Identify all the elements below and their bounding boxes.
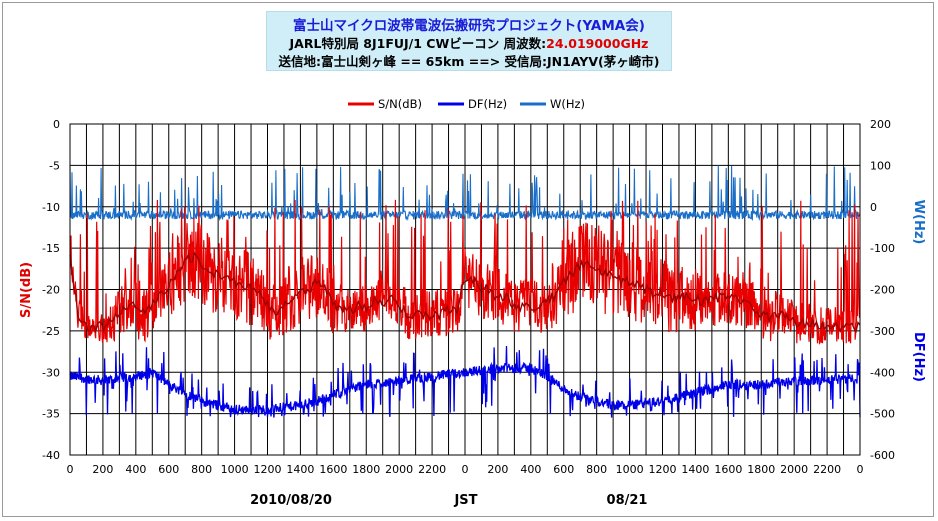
y-left-tick-label: -10 <box>42 201 60 214</box>
x-tick-label: 2000 <box>385 463 413 476</box>
x-tick-label: 1800 <box>352 463 380 476</box>
x-tick-label: 1200 <box>649 463 677 476</box>
x-tick-label: 200 <box>487 463 508 476</box>
y-right-tick-label: 100 <box>870 159 891 172</box>
y-right-tick-label: -500 <box>870 408 895 421</box>
date-label-day2: 08/21 <box>607 493 648 508</box>
y-left-axis-label: S/N(dB) <box>19 262 34 318</box>
y-right-tick-label: -400 <box>870 366 895 379</box>
chart-subtitle-beacon: JARL特別局 8J1FUJ/1 CWビーコン 周波数:24.019000GHz <box>267 33 671 52</box>
y-right-tick-label: -300 <box>870 325 895 338</box>
x-tick-label: 2000 <box>780 463 808 476</box>
x-tick-label: 2200 <box>418 463 446 476</box>
x-tick-label: 0 <box>857 463 864 476</box>
date-label-day1: 2010/08/20 <box>250 493 332 508</box>
y-left-tick-label: -40 <box>42 449 60 462</box>
y-left-tick-label: -5 <box>49 159 60 172</box>
y-right-tick-label: 0 <box>870 201 877 214</box>
y-right-bottom-axis-label: DF(Hz) <box>911 332 926 382</box>
legend-item-label: W(Hz) <box>550 97 585 111</box>
x-tick-label: 1400 <box>681 463 709 476</box>
x-tick-label: 0 <box>462 463 469 476</box>
y-right-tick-label: -200 <box>870 284 895 297</box>
x-axis-unit-label: JST <box>453 493 477 508</box>
x-tick-label: 1600 <box>714 463 742 476</box>
y-right-tick-label: 200 <box>870 118 891 131</box>
chart-subtitle-path: 送信地:富士山剣ヶ峰 == 65km ==> 受信局:JN1AYV(茅ヶ崎市) <box>278 54 660 69</box>
x-tick-label: 1200 <box>254 463 282 476</box>
y-left-tick-label: 0 <box>53 118 60 131</box>
beacon-label: JARL特別局 8J1FUJ/1 CWビーコン 周波数: <box>289 36 547 51</box>
y-left-tick-label: -25 <box>42 325 60 338</box>
x-tick-label: 1000 <box>616 463 644 476</box>
series-line-w <box>69 165 861 222</box>
x-tick-label: 800 <box>191 463 212 476</box>
x-tick-label: 2200 <box>813 463 841 476</box>
legend-item-label: DF(Hz) <box>468 97 507 111</box>
x-tick-label: 1000 <box>221 463 249 476</box>
y-left-tick-label: -30 <box>42 366 60 379</box>
series-line-df <box>69 345 861 418</box>
x-tick-label: 400 <box>125 463 146 476</box>
x-tick-label: 1800 <box>747 463 775 476</box>
chart-title-box: 富士山マイクロ波帯電波伝搬研究プロジェクト(YAMA会) JARL特別局 8J1… <box>266 11 672 71</box>
x-tick-label: 0 <box>67 463 74 476</box>
y-left-tick-label: -35 <box>42 408 60 421</box>
x-tick-label: 400 <box>520 463 541 476</box>
beacon-frequency: 24.019000GHz <box>546 36 649 51</box>
series-line-sn-average <box>69 251 861 334</box>
y-right-top-axis-label: W(Hz) <box>911 200 926 245</box>
x-tick-label: 200 <box>92 463 113 476</box>
series-line-sn <box>69 199 861 345</box>
y-right-tick-label: -100 <box>870 242 895 255</box>
y-right-tick-label: -600 <box>870 449 895 462</box>
x-tick-label: 600 <box>158 463 179 476</box>
y-left-tick-label: -15 <box>42 242 60 255</box>
x-tick-label: 1400 <box>286 463 314 476</box>
y-left-tick-label: -20 <box>42 284 60 297</box>
x-tick-label: 600 <box>553 463 574 476</box>
plot-border <box>69 123 861 456</box>
chart-title: 富士山マイクロ波帯電波伝搬研究プロジェクト(YAMA会) <box>293 18 645 34</box>
x-tick-label: 800 <box>586 463 607 476</box>
x-tick-label: 1600 <box>319 463 347 476</box>
legend-item-label: S/N(dB) <box>378 97 422 111</box>
